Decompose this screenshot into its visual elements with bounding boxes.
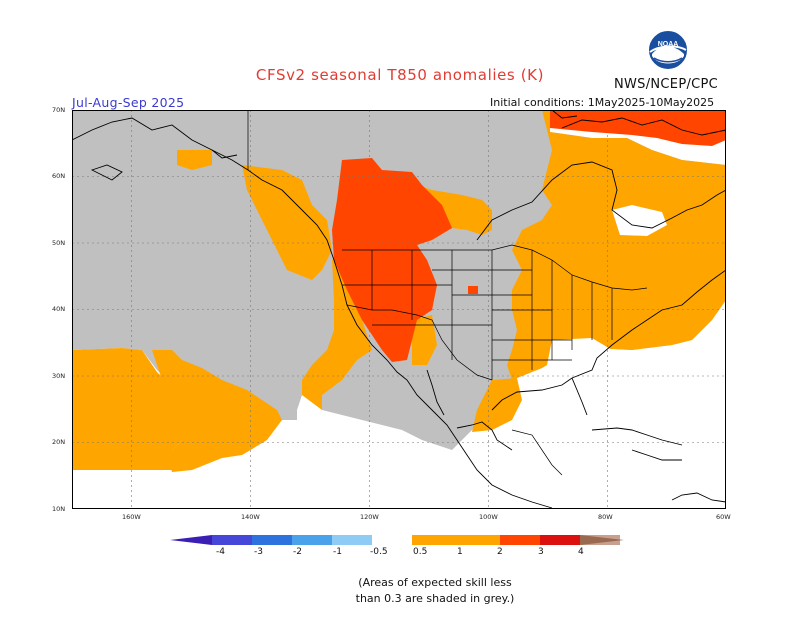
lon-label-60w: 60W xyxy=(716,513,731,521)
colorbar-label: 4 xyxy=(578,547,584,557)
colorbar-swatch xyxy=(252,535,292,545)
season-label: Jul-Aug-Sep 2025 xyxy=(72,95,185,110)
lon-label-140w: 140W xyxy=(241,513,260,521)
colorbar-swatch xyxy=(412,535,460,545)
skill-note-line-1: (Areas of expected skill less xyxy=(358,576,512,589)
anomaly-red-northeast xyxy=(550,110,726,146)
colorbar-swatch xyxy=(540,535,580,545)
lat-label-10n: 10N xyxy=(52,505,66,513)
anomaly-red-west xyxy=(332,158,452,362)
colorbar-swatch xyxy=(580,535,624,545)
chart-title: CFSv2 seasonal T850 anomalies (K) xyxy=(255,66,545,84)
colorbar-label: -0.5 xyxy=(370,547,388,557)
skill-note-line-2: than 0.3 are shaded in grey.) xyxy=(355,592,515,605)
colorbar-swatch xyxy=(460,535,500,545)
colorbar-label: -4 xyxy=(216,547,225,557)
colorbar-swatch xyxy=(332,535,372,545)
colorbar-label: -2 xyxy=(293,547,302,557)
lat-label-20n: 20N xyxy=(52,438,66,446)
colorbar-label: -1 xyxy=(333,547,342,557)
lat-label-60n: 60N xyxy=(52,172,66,180)
lon-label-100w: 100W xyxy=(479,513,498,521)
colorbar xyxy=(170,535,624,545)
lat-label-40n: 40N xyxy=(52,305,66,313)
colorbar-label: 0.5 xyxy=(413,547,428,557)
lat-label-30n: 30N xyxy=(52,372,66,380)
colorbar-swatch xyxy=(212,535,252,545)
colorbar-label: -3 xyxy=(254,547,263,557)
initial-conditions-label: Initial conditions: 1May2025-10May2025 xyxy=(490,96,715,109)
colorbar-swatch xyxy=(292,535,332,545)
colorbar-label: 3 xyxy=(538,547,544,557)
colorbar-label: 1 xyxy=(457,547,463,557)
colorbar-swatch xyxy=(170,535,212,545)
lon-label-160w: 160W xyxy=(122,513,141,521)
colorbar-swatch xyxy=(372,535,412,545)
lat-label-70n: 70N xyxy=(52,106,66,114)
lat-label-50n: 50N xyxy=(52,239,66,247)
agency-label: NWS/NCEP/CPC xyxy=(614,77,719,92)
graticule xyxy=(72,110,726,509)
svg-text:NOAA: NOAA xyxy=(658,41,679,48)
lon-label-80w: 80W xyxy=(598,513,613,521)
noaa-logo-icon: NOAA xyxy=(648,30,688,70)
lon-label-120w: 120W xyxy=(360,513,379,521)
anomaly-map xyxy=(72,110,726,509)
borders xyxy=(247,110,648,476)
colorbar-label: 2 xyxy=(497,547,503,557)
colorbar-swatch xyxy=(500,535,540,545)
anomaly-orange-regions xyxy=(72,110,726,505)
